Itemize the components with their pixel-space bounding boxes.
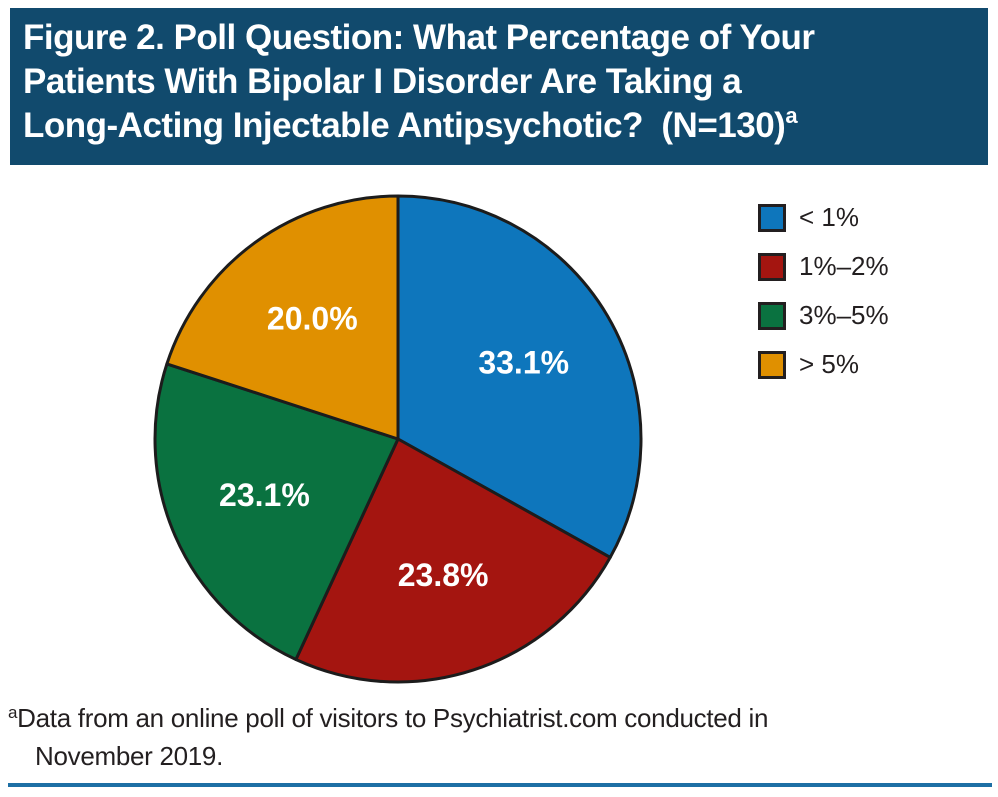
legend-swatch-orange	[758, 350, 786, 379]
legend-label: 3%–5%	[799, 300, 889, 330]
footnote-line-1: Data from an online poll of visitors to …	[17, 703, 769, 733]
bottom-rule	[8, 783, 992, 787]
pie-slice	[165, 194, 400, 441]
legend-label: 1%–2%	[799, 251, 889, 281]
pie-slice-label: 23.1%	[219, 477, 310, 513]
legend-label: > 5%	[799, 349, 859, 379]
figure-title-line-1: Figure 2. Poll Question: What Percentage…	[23, 18, 815, 57]
figure-title-footnote-marker: a	[785, 103, 798, 128]
legend-item: > 5%	[758, 349, 889, 380]
pie-slice	[294, 437, 612, 684]
figure-footnote: aData from an online poll of visitors to…	[8, 699, 768, 775]
footnote-line-2: November 2019.	[35, 741, 224, 771]
legend-swatch-red	[758, 252, 786, 281]
figure-title-line-3-text: Long-Acting Injectable Antipsychotic? (N…	[23, 106, 786, 145]
chart-legend: < 1% 1%–2% 3%–5% > 5%	[758, 202, 889, 380]
legend-item: < 1%	[758, 202, 889, 233]
footnote-marker: a	[8, 703, 18, 722]
legend-item: 1%–2%	[758, 251, 889, 282]
pie-slice	[396, 194, 643, 559]
pie-slice-label: 33.1%	[478, 345, 569, 381]
figure-title-banner: Figure 2. Poll Question: What Percentage…	[10, 8, 988, 165]
legend-swatch-green	[758, 301, 786, 330]
pie-slice-label: 20.0%	[267, 300, 358, 336]
pie-slice	[153, 362, 400, 661]
figure-title-line-2: Patients With Bipolar I Disorder Are Tak…	[23, 62, 742, 101]
legend-swatch-blue	[758, 203, 786, 232]
legend-label: < 1%	[799, 202, 859, 232]
legend-item: 3%–5%	[758, 300, 889, 331]
pie-slice-label: 23.8%	[398, 557, 489, 593]
figure-title-line-3: Long-Acting Injectable Antipsychotic? (N…	[23, 104, 976, 148]
